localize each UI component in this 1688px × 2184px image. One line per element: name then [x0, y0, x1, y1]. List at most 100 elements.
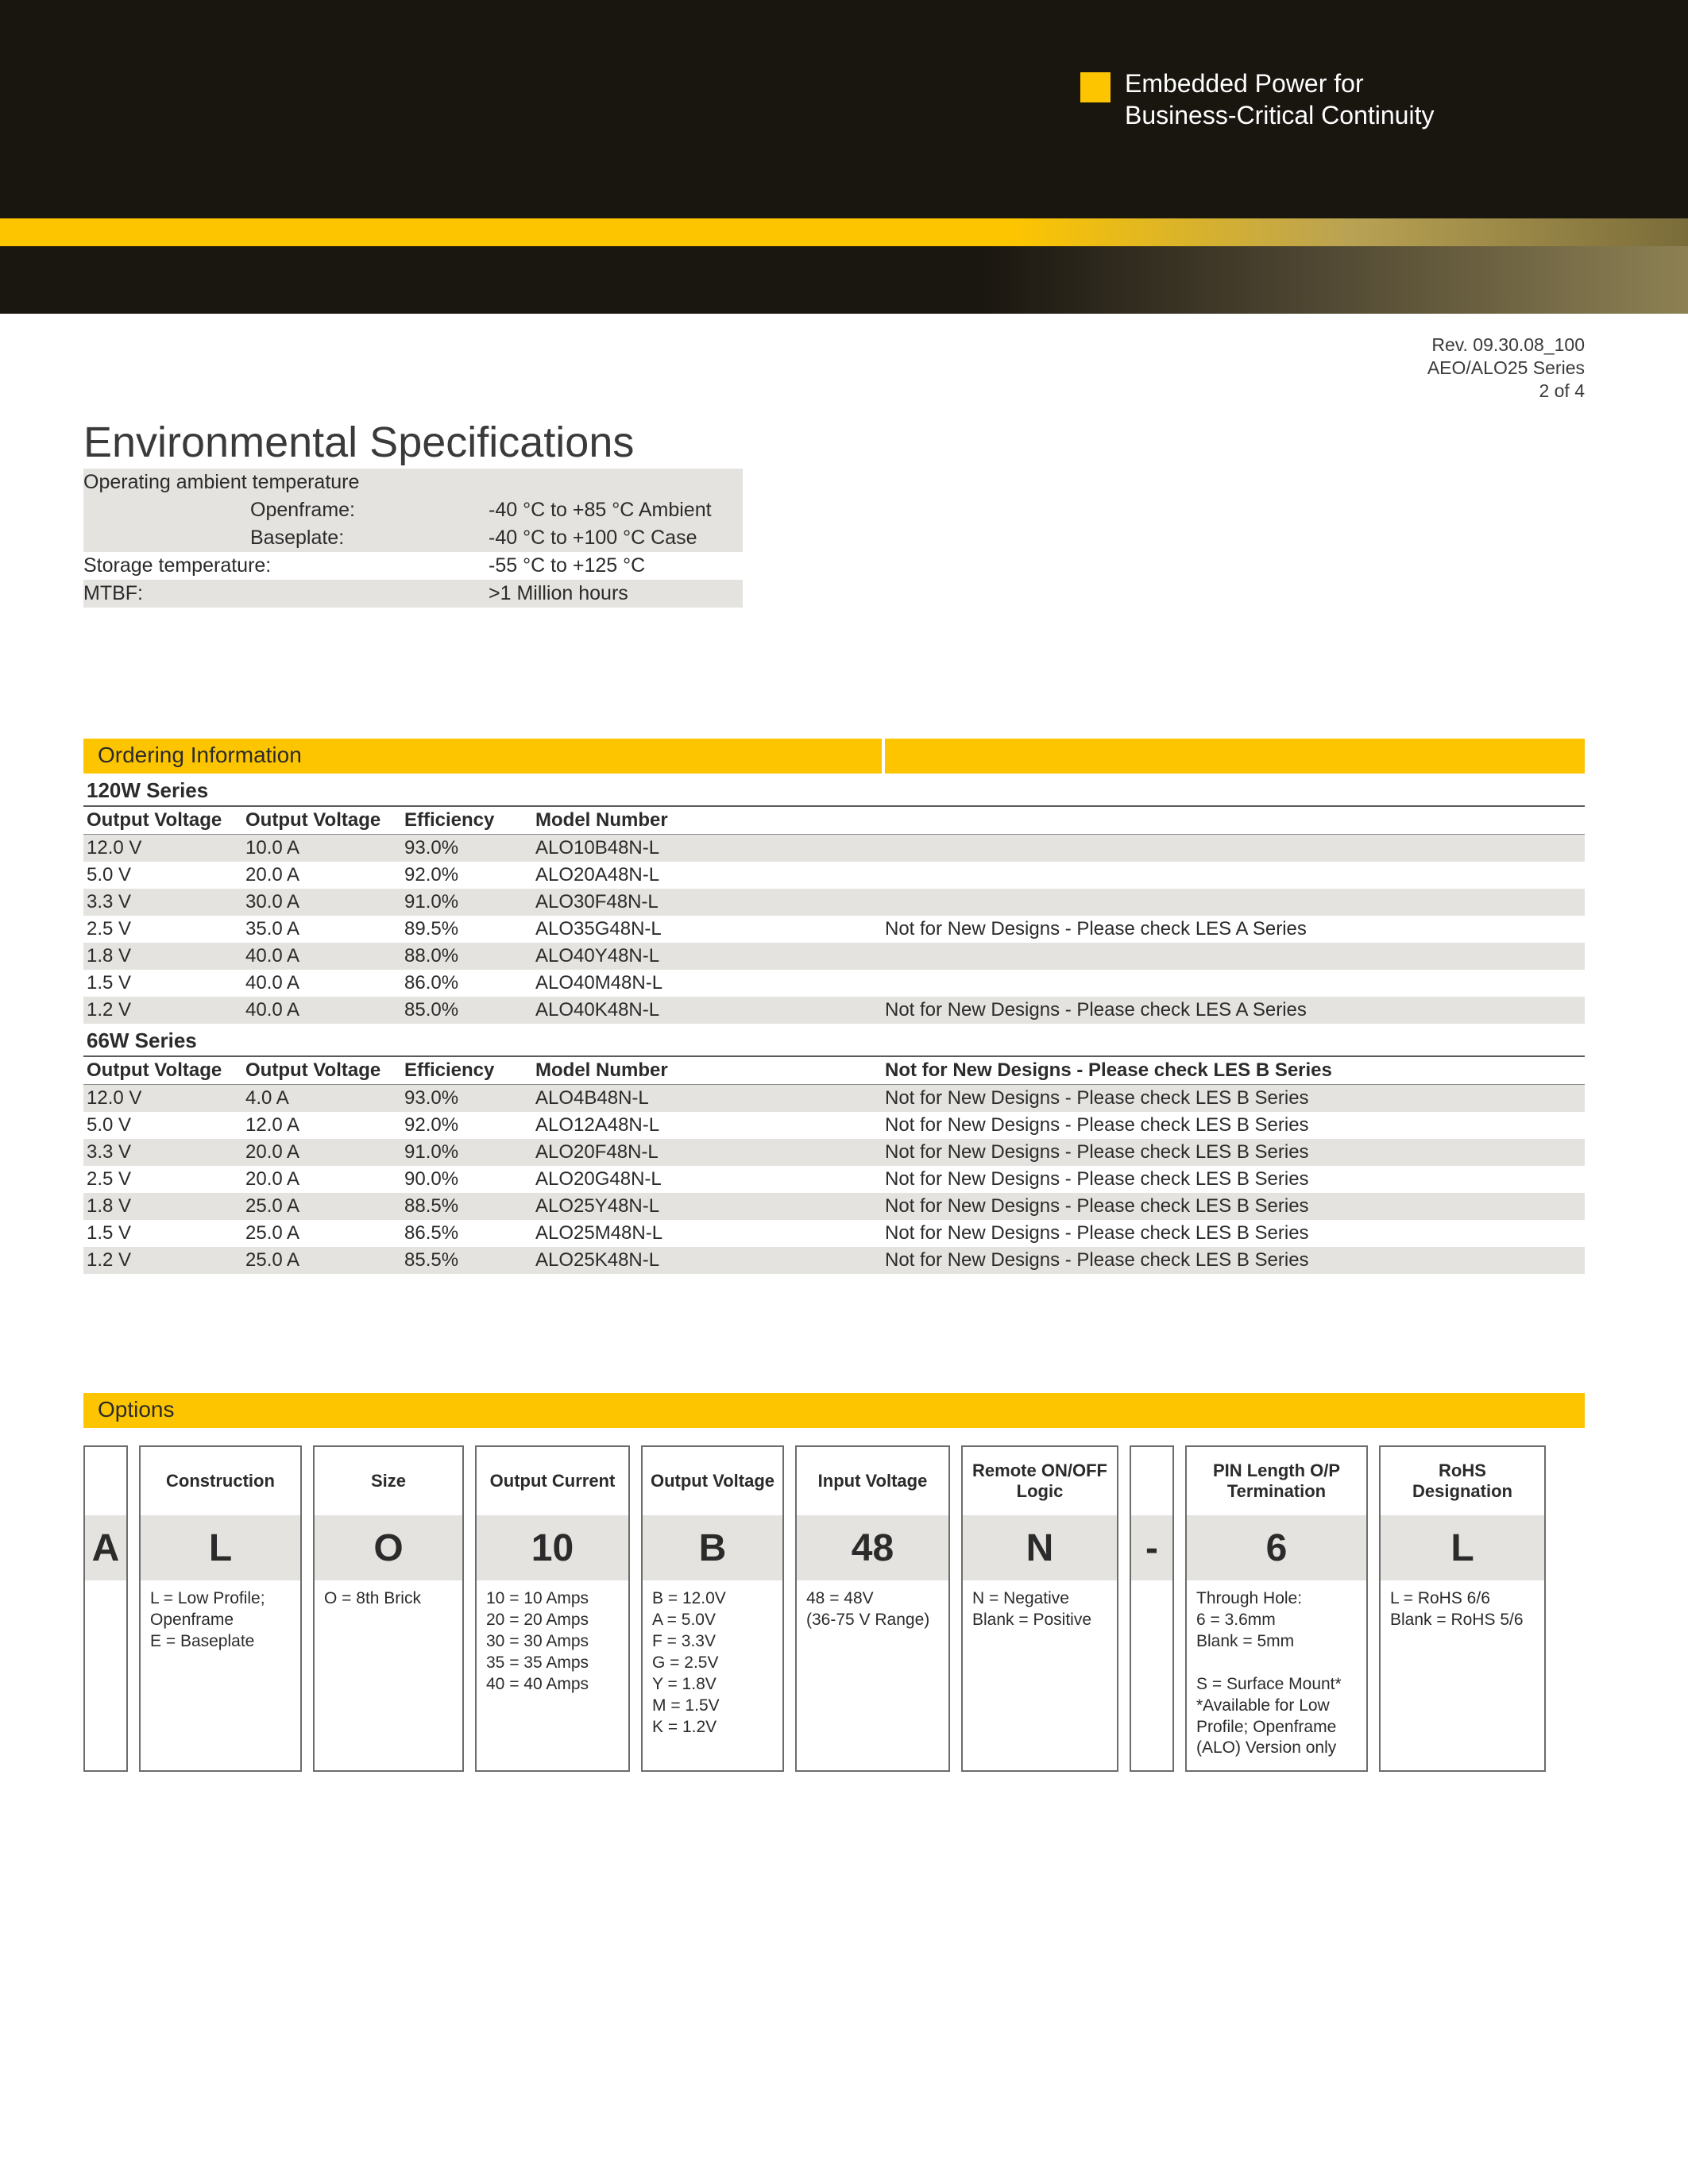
cell-output-voltage: 2.5 V [83, 916, 242, 943]
option-value: B [643, 1515, 782, 1580]
option-description: 48 = 48V (36-75 V Range) [797, 1580, 948, 1770]
cell-efficiency: 91.0% [401, 1139, 532, 1166]
ordering-row: 12.0 V4.0 A93.0%ALO4B48N-LNot for New De… [83, 1085, 1585, 1113]
cell-output-voltage: 1.2 V [83, 1247, 242, 1274]
ordering-series-row: 66W Series [83, 1024, 1585, 1056]
cell-output-current: 40.0 A [242, 970, 401, 997]
cell-output-voltage: 5.0 V [83, 862, 242, 889]
ordering-row: 3.3 V30.0 A91.0%ALO30F48N-L [83, 889, 1585, 916]
options-bar-label: Options [83, 1393, 1585, 1428]
env-row-label: Baseplate: [83, 524, 489, 552]
cell-efficiency: 86.0% [401, 970, 532, 997]
cell-efficiency: 85.0% [401, 997, 532, 1024]
cell-efficiency: 91.0% [401, 889, 532, 916]
cell-note: Not for New Designs - Please check LES B… [882, 1220, 1585, 1247]
env-row-label: Operating ambient temperature [83, 469, 489, 496]
cell-efficiency: 89.5% [401, 916, 532, 943]
option-box-1: SizeOO = 8th Brick [313, 1445, 464, 1772]
header-banner: Embedded Power for Business-Critical Con… [0, 0, 1688, 314]
option-box-post1: RoHS DesignationLL = RoHS 6/6 Blank = Ro… [1379, 1445, 1546, 1772]
ordering-row: 5.0 V12.0 A92.0%ALO12A48N-LNot for New D… [83, 1112, 1585, 1139]
cell-note: Not for New Designs - Please check LES B… [882, 1139, 1585, 1166]
cell-model-number: ALO40K48N-L [532, 997, 882, 1024]
cell-efficiency: 86.5% [401, 1220, 532, 1247]
brand-square-icon [1080, 72, 1111, 102]
cell-efficiency: 93.0% [401, 1085, 532, 1113]
cell-output-current: 10.0 A [242, 835, 401, 862]
cell-note: Not for New Designs - Please check LES B… [882, 1247, 1585, 1274]
ordering-header-note: Not for New Designs - Please check LES B… [882, 1056, 1585, 1085]
ordering-row: 1.8 V40.0 A88.0%ALO40Y48N-L [83, 943, 1585, 970]
ordering-row: 1.2 V25.0 A85.5%ALO25K48N-LNot for New D… [83, 1247, 1585, 1274]
option-value: N [963, 1515, 1117, 1580]
option-description: L = Low Profile; Openframe E = Baseplate [141, 1580, 300, 1770]
option-value: 10 [477, 1515, 628, 1580]
cell-output-current: 25.0 A [242, 1220, 401, 1247]
brand-line2: Business-Critical Continuity [1125, 101, 1434, 129]
cell-model-number: ALO20A48N-L [532, 862, 882, 889]
option-description: B = 12.0V A = 5.0V F = 3.3V G = 2.5V Y =… [643, 1580, 782, 1770]
option-value: L [141, 1515, 300, 1580]
ordering-row: 12.0 V10.0 A93.0%ALO10B48N-L [83, 835, 1585, 862]
ordering-col-header: Efficiency [401, 1056, 532, 1085]
env-row: MTBF:>1 Million hours [83, 580, 743, 608]
cell-output-current: 20.0 A [242, 1139, 401, 1166]
option-value: 48 [797, 1515, 948, 1580]
ordering-series-name: 66W Series [83, 1024, 1585, 1056]
ordering-col-header: Output Voltage [83, 806, 242, 835]
option-dash: - [1130, 1445, 1174, 1772]
cell-model-number: ALO40M48N-L [532, 970, 882, 997]
ordering-header-row: Output VoltageOutput VoltageEfficiencyMo… [83, 806, 1585, 835]
ordering-bar-extend [885, 739, 1585, 774]
ordering-row: 1.2 V40.0 A85.0%ALO40K48N-LNot for New D… [83, 997, 1585, 1024]
cell-output-voltage: 1.5 V [83, 970, 242, 997]
option-heading: RoHS Designation [1381, 1447, 1544, 1515]
ordering-col-header: Model Number [532, 806, 882, 835]
cell-output-current: 40.0 A [242, 997, 401, 1024]
cell-output-current: 20.0 A [242, 862, 401, 889]
cell-note [882, 970, 1585, 997]
ordering-header-row: Output VoltageOutput VoltageEfficiencyMo… [83, 1056, 1585, 1085]
cell-output-voltage: 3.3 V [83, 889, 242, 916]
cell-output-voltage: 1.5 V [83, 1220, 242, 1247]
ordering-section-bar: Ordering Information [83, 739, 1585, 774]
ordering-col-header: Output Voltage [242, 1056, 401, 1085]
cell-model-number: ALO25M48N-L [532, 1220, 882, 1247]
env-row-label: MTBF: [83, 580, 489, 608]
ordering-header-note [882, 806, 1585, 835]
brand-line1: Embedded Power for [1125, 69, 1364, 98]
ordering-col-header: Output Voltage [242, 806, 401, 835]
cell-output-current: 12.0 A [242, 1112, 401, 1139]
cell-model-number: ALO30F48N-L [532, 889, 882, 916]
brand-text: Embedded Power for Business-Critical Con… [1125, 68, 1434, 131]
cell-output-current: 40.0 A [242, 943, 401, 970]
cell-output-current: 25.0 A [242, 1247, 401, 1274]
option-value: L [1381, 1515, 1544, 1580]
cell-model-number: ALO35G48N-L [532, 916, 882, 943]
opt-head-blank [1131, 1447, 1172, 1515]
option-heading: Remote ON/OFF Logic [963, 1447, 1117, 1515]
cell-note: Not for New Designs - Please check LES A… [882, 997, 1585, 1024]
ordering-row: 3.3 V20.0 A91.0%ALO20F48N-LNot for New D… [83, 1139, 1585, 1166]
option-box-3: Output VoltageBB = 12.0V A = 5.0V F = 3.… [641, 1445, 784, 1772]
cell-efficiency: 90.0% [401, 1166, 532, 1193]
cell-output-voltage: 5.0 V [83, 1112, 242, 1139]
options-section-bar: Options [83, 1393, 1585, 1428]
ordering-series-name: 120W Series [83, 774, 1585, 806]
option-prefix-a: A [83, 1445, 128, 1772]
cell-output-voltage: 1.8 V [83, 1193, 242, 1220]
cell-note: Not for New Designs - Please check LES B… [882, 1166, 1585, 1193]
opt-desc-blank [1131, 1580, 1172, 1770]
cell-output-current: 30.0 A [242, 889, 401, 916]
opt-head-blank [85, 1447, 126, 1515]
option-description: Through Hole: 6 = 3.6mm Blank = 5mm S = … [1187, 1580, 1366, 1770]
env-title: Environmental Specifications [83, 418, 1585, 467]
cell-output-voltage: 12.0 V [83, 1085, 242, 1113]
env-row: Operating ambient temperature [83, 469, 743, 496]
cell-efficiency: 92.0% [401, 862, 532, 889]
ordering-bar-label: Ordering Information [83, 739, 882, 774]
opt-value: - [1131, 1515, 1172, 1580]
env-row-value [489, 469, 743, 496]
cell-model-number: ALO12A48N-L [532, 1112, 882, 1139]
options-decoder: AConstructionLL = Low Profile; Openframe… [83, 1445, 1585, 1772]
